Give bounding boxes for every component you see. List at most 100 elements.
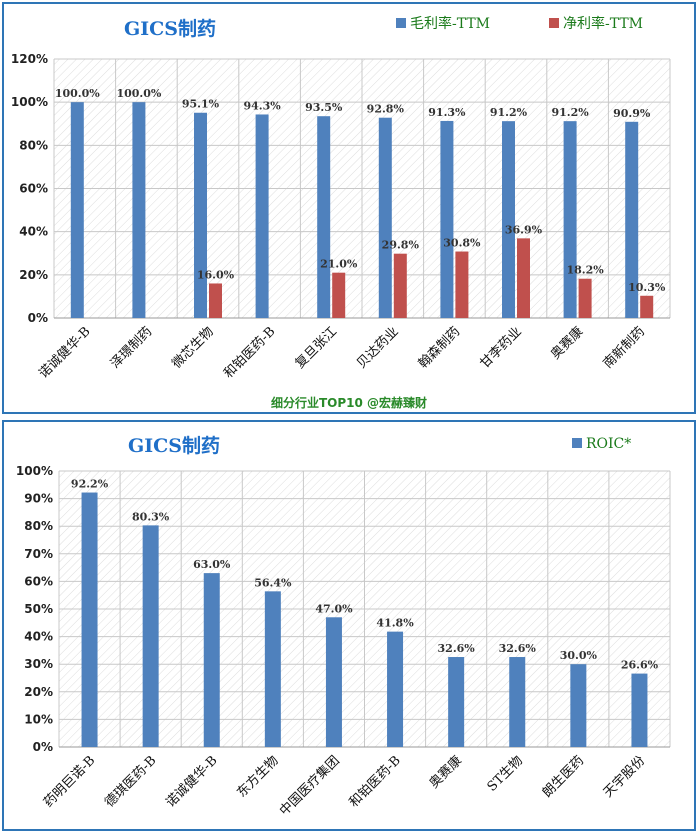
data-label: 47.0% [315,602,353,615]
legend-swatch-net-margin [549,18,559,28]
data-label: 41.8% [376,617,414,630]
x-category-label: 诺诚健华-B [163,753,220,810]
bar-primary [317,116,331,318]
x-category-label: 药明巨诺-B [41,753,98,810]
x-category-label: 天宇股份 [601,753,648,800]
bars [70,102,654,319]
bar-primary [631,673,648,747]
x-category-label: 复旦张江 [293,324,340,371]
y-tick-label: 50% [24,602,53,616]
bar-primary [264,591,281,747]
y-tick-label: 60% [19,182,48,196]
legend: ROIC* [572,436,631,452]
legend-swatch-gross-margin [396,18,406,28]
y-axis-ticks: 0% 10% 20% 30% 40% 50% 60% 70% 80% 90% 100% [16,464,53,754]
data-label: 56.4% [254,576,292,589]
y-tick-label: 20% [24,685,53,699]
bar-primary [70,102,84,319]
bar-chart-margins: GICS制药 毛利率-TTM 净利率-TTM 0% 20% 40% 60% 80% 100… [11,15,671,410]
y-tick-label: 80% [19,138,48,152]
x-category-label: 和铂医药-B [220,324,278,382]
x-category-label: 微芯生物 [169,324,216,371]
data-label: 100.0% [116,87,161,100]
bar-primary [132,102,146,319]
y-tick-label: 10% [24,712,53,726]
bar-primary [81,492,98,747]
legend-label-net-margin: 净利率-TTM [563,15,643,32]
y-tick-label: 40% [24,630,53,644]
x-category-label: 东方生物 [234,753,282,801]
data-label: 32.6% [499,642,537,655]
x-category-label: 和铂医药-B [346,753,404,811]
y-tick-label: 80% [24,519,53,533]
x-axis-categories: 诺诚健华-B 泽璟制药 微芯生物 和铂医药-B 复旦张江 贝达药业 翰森制药 甘李药业 奥赛康南… [36,324,648,382]
y-tick-label: 40% [19,225,48,239]
data-label: 26.6% [621,659,659,672]
y-tick-label: 90% [24,492,53,506]
bar-primary [625,121,639,319]
x-category-label: 泽璟制药 [108,324,155,371]
data-label: 91.2% [490,106,528,119]
y-tick-label: 100% [11,95,48,109]
data-label: 91.2% [551,106,589,119]
bar-primary [440,120,454,318]
x-category-label: 奥赛康 [548,324,587,363]
data-label: 30.0% [560,649,598,662]
bar-primary [255,114,269,318]
data-label: 91.3% [428,106,466,119]
y-tick-label: 0% [28,311,48,325]
bar-primary [448,657,465,747]
x-category-label: 中国医疗集团 [276,753,342,819]
data-label: 18.2% [566,264,604,277]
chart-footer: 细分行业TOP10 @宏赫臻财 [271,395,427,410]
bar-primary [194,112,207,319]
x-category-label: 翰森制药 [416,324,463,371]
data-label: 36.9% [505,223,543,236]
bar-secondary [455,251,469,318]
y-tick-label: 120% [11,52,48,66]
data-label: 90.9% [613,107,651,120]
bar-secondary [332,272,346,318]
y-axis-ticks: 0% 20% 40% 60% 80% 100% 120% [11,52,48,325]
bar-primary [378,117,392,318]
data-label: 32.6% [438,642,476,655]
data-label: 94.3% [243,99,281,112]
gridlines [58,470,671,748]
data-label: 63.0% [193,558,231,571]
y-tick-label: 60% [24,574,53,588]
x-category-label: 诺诚健华-B [36,324,93,381]
data-label: 29.8% [382,239,420,252]
bar-secondary [578,278,592,318]
y-tick-label: 0% [33,740,53,754]
legend-label-roic: ROIC* [586,436,631,452]
bar-primary [387,631,404,747]
x-category-label: 贝达药业 [354,324,401,371]
x-category-label: 德琪医药-B [102,753,159,810]
x-category-label: 朗生医药 [540,753,587,800]
bar-primary [502,121,515,318]
data-label: 100.0% [55,87,100,100]
data-labels: 100.0% 100.0% 95.1% 16.0% 94.3% 93.5% 21.0% 92.… [55,87,666,294]
y-tick-label: 100% [16,464,53,478]
data-label: 95.1% [182,98,220,111]
legend-swatch-roic [572,438,582,448]
bar-primary [203,573,220,747]
bar-secondary [517,238,530,318]
data-label: 10.3% [628,281,666,294]
y-tick-label: 20% [19,268,48,282]
bar-primary [563,121,577,318]
data-label: 21.0% [320,258,358,271]
chart-panel-gross-net-margin: GICS制药 毛利率-TTM 净利率-TTM 0% 20% 40% 60% 80% 100… [2,2,696,414]
bar-secondary [393,253,407,318]
bar-primary [509,657,526,747]
y-tick-label: 30% [24,657,53,671]
bar-secondary [209,283,222,318]
bar-chart-roic: GICS制药 ROIC* 0% 10% 20% 30% 40% 50% 60% 70% 80% 9… [16,434,671,819]
chart-title: GICS制药 [128,434,220,457]
data-label: 92.8% [367,103,405,116]
legend: 毛利率-TTM 净利率-TTM [396,15,643,32]
legend-label-gross-margin: 毛利率-TTM [410,15,490,32]
data-labels: 92.2% 80.3% 63.0% 56.4% 47.0% 41.8% 32.6% 32.6%… [71,478,659,672]
chart-title: GICS制药 [124,17,216,40]
